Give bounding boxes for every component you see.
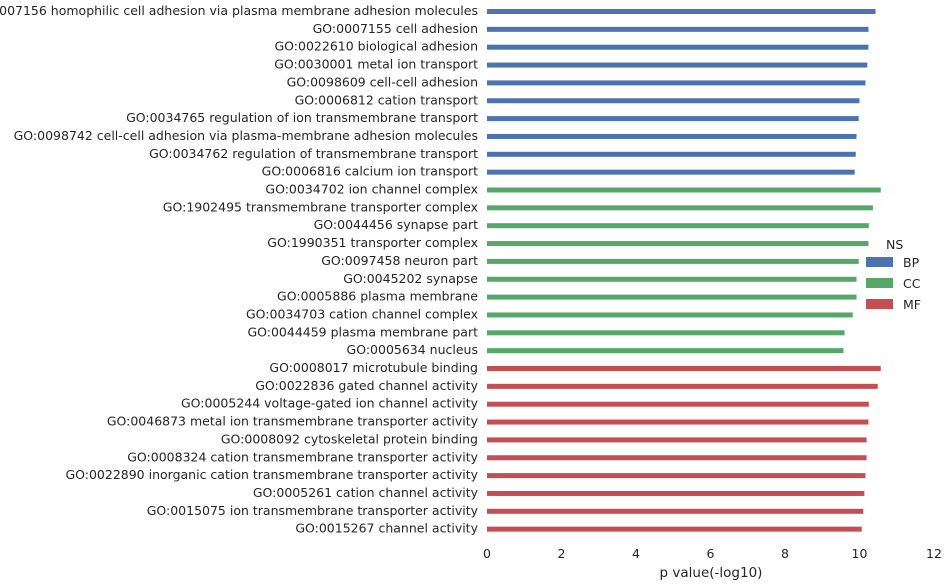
bar-cc [487, 187, 881, 193]
x-tick-label: 4 [632, 546, 640, 561]
category-label: GO:0097458 neuron part [321, 253, 478, 268]
bar-mf [487, 508, 864, 514]
x-axis-ticks-group: 0 2 4 6 8 10 12 [483, 546, 942, 561]
bar-bp [487, 116, 859, 122]
bar-bp [487, 151, 856, 157]
category-label: GO:0005634 nucleus [347, 342, 478, 357]
bar-cc [487, 294, 857, 300]
x-tick-label: 12 [926, 546, 942, 561]
category-label: GO:0007155 cell adhesion [313, 21, 478, 36]
bar-bp [487, 26, 869, 32]
bar-mf [487, 383, 878, 389]
category-label: GO:0005244 voltage-gated ion channel act… [181, 396, 479, 411]
bar-mf [487, 455, 867, 461]
x-tick-label: 6 [707, 546, 715, 561]
category-label: GO:0006812 cation transport [295, 92, 478, 107]
category-label: GO:0005261 cation channel activity [253, 485, 479, 500]
bar-bp [487, 62, 868, 68]
bar-bp [487, 133, 857, 139]
bar-bp [487, 80, 866, 86]
bar-cc [487, 258, 859, 264]
x-tick-label: 8 [781, 546, 789, 561]
legend-swatch-bp [866, 257, 893, 267]
legend-swatch-mf [866, 299, 893, 309]
bar-mf [487, 401, 869, 407]
bars-group [487, 9, 881, 532]
bar-cc [487, 312, 853, 318]
legend: NS BP CC MF [866, 237, 921, 312]
bar-cc [487, 205, 873, 211]
category-label: GO:0046873 metal ion transmembrane trans… [107, 414, 479, 429]
category-label: GO:0022836 gated channel activity [255, 378, 478, 393]
bar-mf [487, 526, 862, 532]
category-label: GO:0044456 synapse part [314, 217, 478, 232]
bar-bp [487, 169, 855, 175]
category-label: GO:0022610 biological adhesion [275, 39, 479, 54]
category-label: GO:0034703 cation channel complex [246, 306, 478, 321]
legend-label-bp: BP [903, 255, 920, 270]
category-label: GO:0098742 cell-cell adhesion via plasma… [14, 128, 478, 143]
legend-title: NS [886, 237, 903, 252]
legend-label-cc: CC [903, 276, 921, 291]
category-label: GO:0006816 calcium ion transport [262, 164, 478, 179]
category-label: GO:0044459 plasma membrane part [247, 324, 478, 339]
category-label: GO:0008092 cytoskeletal protein binding [221, 431, 478, 446]
category-label: GO:0007156 homophilic cell adhesion via … [0, 3, 478, 18]
category-label: GO:0034702 ion channel complex [265, 182, 478, 197]
category-label: GO:0008324 cation transmembrane transpor… [127, 449, 478, 464]
legend-entries-group: BP CC MF [866, 255, 921, 312]
category-label: GO:0030001 metal ion transport [274, 57, 478, 72]
bar-cc [487, 276, 857, 282]
x-tick-label: 10 [852, 546, 868, 561]
category-label: GO:0008017 microtubule binding [269, 360, 478, 375]
bar-cc [487, 330, 845, 336]
x-tick-label: 0 [483, 546, 491, 561]
category-label: GO:1902495 transmembrane transporter com… [163, 199, 478, 214]
bar-bp [487, 9, 876, 14]
bar-mf [487, 490, 865, 496]
bar-bp [487, 44, 869, 50]
category-label: GO:0005886 plasma membrane [277, 289, 478, 304]
bar-cc [487, 223, 869, 229]
x-axis-title: p value(-log10) [660, 565, 763, 581]
category-label: GO:0034762 regulation of transmembrane t… [149, 146, 478, 161]
bar-cc [487, 241, 869, 247]
category-label: GO:0015075 ion transmembrane transporter… [147, 503, 479, 518]
bar-mf [487, 419, 869, 425]
category-label: GO:0022890 inorganic cation transmembran… [65, 467, 478, 482]
bar-bp [487, 98, 860, 104]
category-labels-group: GO:0007156 homophilic cell adhesion via … [0, 3, 479, 536]
category-label: GO:0098609 cell-cell adhesion [287, 74, 478, 89]
bar-mf [487, 473, 866, 479]
legend-swatch-cc [866, 278, 893, 288]
bar-mf [487, 366, 881, 371]
category-label: GO:1990351 transporter complex [267, 235, 478, 250]
category-label: GO:0045202 synapse [343, 271, 478, 286]
category-label: GO:0015267 channel activity [295, 521, 478, 536]
category-label: GO:0034765 regulation of ion transmembra… [126, 110, 478, 125]
bar-cc [487, 348, 844, 354]
x-tick-label: 2 [558, 546, 566, 561]
bar-mf [487, 437, 867, 443]
legend-label-mf: MF [903, 297, 921, 312]
